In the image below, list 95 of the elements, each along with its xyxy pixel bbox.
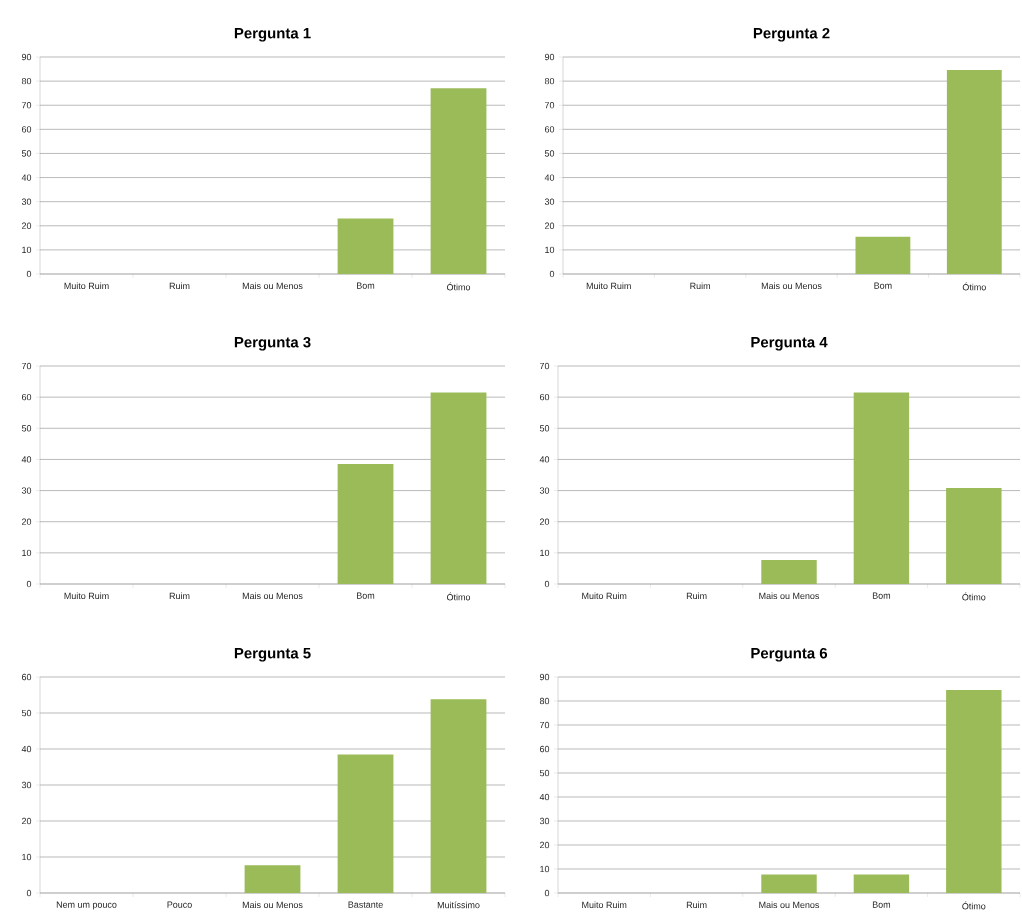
y-tick-label: 30 (21, 198, 32, 205)
x-tick-label: Bastante (348, 901, 383, 908)
bar (761, 560, 817, 584)
y-tick-label: 20 (539, 518, 550, 525)
y-tick-label: 80 (539, 697, 550, 705)
y-tick-label: 30 (544, 198, 555, 205)
x-tick-label: Mais ou Menos (242, 901, 303, 909)
bar (853, 392, 910, 584)
y-tick-label: 0 (26, 889, 32, 897)
y-tick-label: 90 (21, 53, 32, 61)
x-tick-label: Ruim (169, 592, 190, 600)
y-tick-label: 0 (549, 270, 555, 278)
y-tick-label: 10 (22, 549, 32, 557)
chart-title: Pergunta 6 (751, 647, 828, 662)
x-tick-label: Ótimo (962, 592, 986, 601)
y-tick-label: 40 (21, 174, 32, 181)
x-tick-label: Mais ou Menos (759, 901, 820, 909)
x-tick-label: Nem um pouco (56, 901, 117, 910)
y-tick-label: 20 (21, 817, 32, 825)
y-tick-label: 80 (544, 77, 555, 85)
x-tick-label: Ruim (686, 901, 707, 909)
y-tick-label: 20 (539, 841, 550, 849)
bar (946, 488, 1002, 584)
bar (244, 865, 301, 894)
x-tick-label: Ótimo (962, 901, 986, 910)
y-tick-label: 20 (544, 222, 555, 229)
y-tick-label: 50 (21, 150, 32, 157)
y-tick-label: 30 (539, 487, 550, 494)
y-tick-label: 40 (539, 793, 550, 801)
y-tick-label: 10 (545, 246, 555, 254)
y-tick-label: 10 (540, 549, 550, 557)
x-tick-label: Bom (357, 592, 375, 599)
x-tick-label: Muito Ruim (582, 592, 627, 600)
y-tick-label: 0 (544, 889, 550, 897)
y-tick-label: 60 (21, 673, 32, 681)
y-tick-label: 70 (539, 721, 550, 729)
y-tick-label: 60 (539, 393, 550, 401)
y-tick-label: 60 (544, 126, 555, 133)
y-tick-label: 60 (21, 126, 32, 133)
y-tick-label: 20 (21, 518, 32, 525)
x-tick-label: Mais ou Menos (759, 592, 820, 600)
x-tick-label: Ruim (169, 282, 190, 290)
x-tick-label: Ótimo (446, 592, 471, 601)
y-tick-label: 70 (539, 362, 550, 370)
x-tick-label: Muito Ruim (582, 901, 627, 909)
x-tick-label: Muitíssimo (437, 901, 480, 909)
chart-title: Pergunta 3 (234, 336, 311, 351)
y-tick-label: 50 (21, 425, 32, 432)
x-tick-label: Pouco (167, 901, 192, 908)
x-tick-label: Ruim (690, 282, 710, 290)
y-tick-label: 50 (539, 425, 550, 432)
y-tick-label: 50 (544, 150, 555, 157)
x-tick-label: Mais ou Menos (761, 282, 822, 290)
y-tick-label: 0 (26, 580, 32, 588)
chart-title: Pergunta 5 (234, 648, 311, 662)
y-tick-label: 40 (21, 456, 32, 463)
y-tick-label: 80 (21, 77, 32, 85)
y-tick-label: 70 (21, 362, 32, 370)
x-tick-label: Ruim (686, 592, 707, 600)
y-tick-label: 10 (540, 865, 550, 873)
y-tick-label: 40 (544, 174, 555, 181)
chart-title: Pergunta 4 (751, 337, 828, 351)
y-tick-label: 50 (539, 769, 550, 777)
y-tick-label: 40 (539, 456, 550, 463)
x-tick-label: Muito Ruim (586, 282, 631, 290)
x-tick-label: Ótimo (962, 282, 986, 291)
y-tick-label: 60 (539, 745, 550, 753)
y-tick-label: 30 (539, 817, 550, 825)
y-tick-label: 0 (26, 270, 32, 278)
y-tick-label: 40 (21, 745, 32, 753)
y-tick-label: 60 (21, 393, 32, 401)
y-tick-label: 10 (22, 246, 32, 254)
bar (337, 754, 394, 894)
y-tick-label: 90 (539, 673, 550, 681)
y-tick-label: 70 (21, 102, 32, 109)
x-tick-label: Bom (874, 282, 892, 289)
y-tick-label: 70 (544, 102, 555, 109)
y-tick-label: 20 (21, 222, 32, 229)
y-tick-label: 30 (21, 781, 32, 789)
y-tick-label: 0 (544, 580, 550, 588)
x-tick-label: Bom (872, 592, 891, 599)
y-tick-label: 50 (21, 709, 32, 717)
y-tick-label: 10 (22, 853, 32, 861)
y-tick-label: 30 (21, 487, 32, 494)
x-tick-label: Mais ou Menos (242, 282, 303, 290)
bar (430, 699, 487, 894)
x-tick-label: Mais ou Menos (242, 592, 303, 600)
x-tick-label: Bom (357, 282, 375, 289)
x-tick-label: Bom (872, 901, 891, 908)
y-tick-label: 90 (544, 53, 555, 61)
chart-title: Pergunta 2 (753, 27, 830, 42)
chart-title: Pergunta 1 (234, 28, 311, 42)
x-tick-label: Muito Ruim (64, 592, 109, 600)
x-tick-label: Muito Ruim (64, 282, 109, 290)
x-tick-label: Ótimo (446, 282, 471, 291)
